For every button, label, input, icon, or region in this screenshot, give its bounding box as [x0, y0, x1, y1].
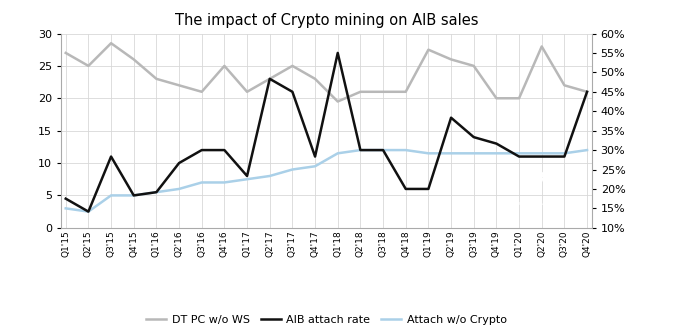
Title: The impact of Crypto mining on AIB sales: The impact of Crypto mining on AIB sales	[175, 13, 478, 28]
Text: Jon Peddie Research: Jon Peddie Research	[511, 202, 556, 206]
Text: JPR: JPR	[521, 172, 547, 185]
Legend: DT PC w/o WS, AIB attach rate, Attach w/o Crypto: DT PC w/o WS, AIB attach rate, Attach w/…	[141, 311, 511, 329]
